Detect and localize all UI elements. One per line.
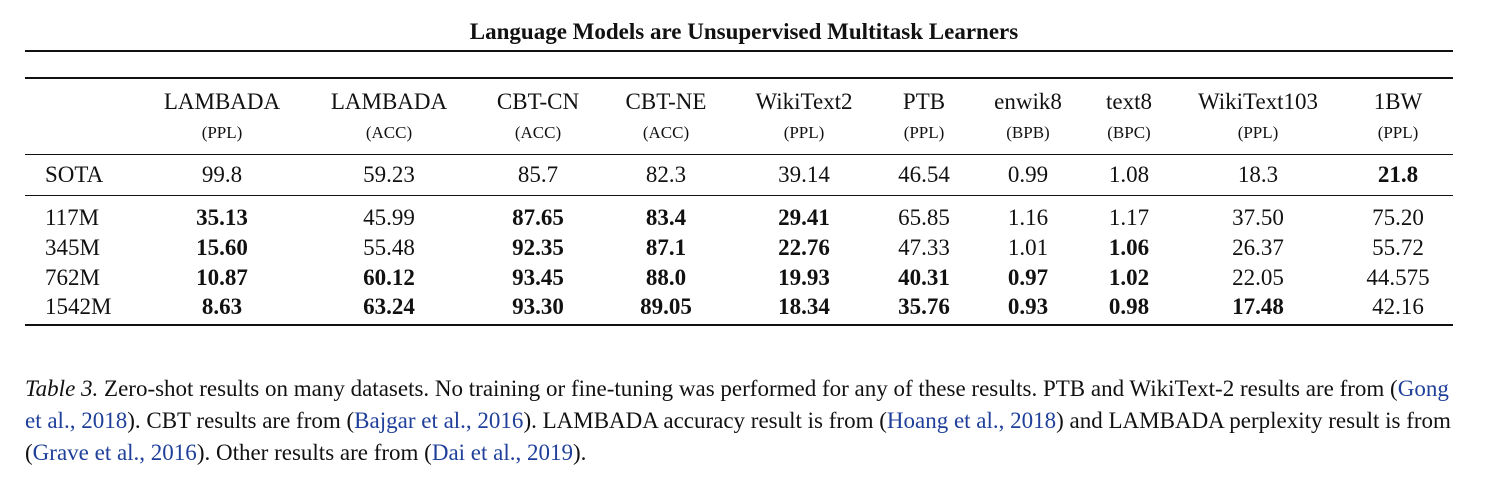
table-cell: 18.34 xyxy=(778,294,830,319)
column-header: text8 xyxy=(1106,89,1152,114)
table-cell: 18.3 xyxy=(1237,162,1279,187)
caption-text: ). Other results are from ( xyxy=(196,440,432,465)
table-cell: 47.33 xyxy=(898,235,950,260)
table-cell: 8.63 xyxy=(201,294,243,319)
table-cell: 0.93 xyxy=(1007,294,1049,319)
running-title: Language Models are Unsupervised Multita… xyxy=(469,19,1019,44)
row-label: 117M xyxy=(45,205,100,230)
table-cell: 29.41 xyxy=(778,205,830,230)
table-bottom-rule xyxy=(25,324,1453,326)
table-cell: 26.37 xyxy=(1232,235,1284,260)
table-cell: 93.45 xyxy=(512,265,564,290)
table-cell: 92.35 xyxy=(512,235,564,260)
table-cell: 15.60 xyxy=(196,235,248,260)
table-cell: 82.3 xyxy=(645,162,687,187)
table-cell: 85.7 xyxy=(517,162,559,187)
table-cell: 93.30 xyxy=(512,294,564,319)
row-label: SOTA xyxy=(45,162,104,187)
column-header: WikiText103 xyxy=(1197,89,1319,114)
column-unit: (ACC) xyxy=(514,123,562,142)
caption-label: Table 3. xyxy=(25,376,99,401)
table-cell: 1.08 xyxy=(1108,162,1150,187)
table-cell: 87.1 xyxy=(645,235,687,260)
table-cell: 55.48 xyxy=(363,235,415,260)
table-cell: 45.99 xyxy=(363,205,415,230)
table-cell: 65.85 xyxy=(898,205,950,230)
table-cell: 63.24 xyxy=(363,294,415,319)
column-header: CBT-NE xyxy=(625,89,707,114)
caption-text: ). xyxy=(573,440,587,465)
table-cell: 22.76 xyxy=(778,235,830,260)
table-cell: 22.05 xyxy=(1232,265,1284,290)
table-cell: 83.4 xyxy=(645,205,687,230)
column-header: CBT-CN xyxy=(496,89,580,114)
table-cell: 1.06 xyxy=(1108,235,1150,260)
table-sota-rule xyxy=(25,195,1453,196)
table-cell: 17.48 xyxy=(1232,294,1284,319)
column-header: WikiText2 xyxy=(755,89,853,114)
row-label: 762M xyxy=(45,265,100,290)
citation-link[interactable]: Hoang et al., 2018 xyxy=(886,408,1057,433)
table-cell: 1.01 xyxy=(1007,235,1049,260)
column-unit: (BPC) xyxy=(1107,123,1151,142)
column-unit: (PPL) xyxy=(1377,123,1419,142)
column-header: 1BW xyxy=(1373,89,1423,114)
table-cell: 37.50 xyxy=(1232,205,1284,230)
table-cell: 44.575 xyxy=(1366,265,1430,290)
table-cell: 88.0 xyxy=(645,265,687,290)
caption-text: ). CBT results are from ( xyxy=(127,408,355,433)
table-cell: 42.16 xyxy=(1372,294,1424,319)
caption-text: ) and LAMBADA perplexity result is from … xyxy=(25,408,1451,465)
column-unit: (PPL) xyxy=(903,123,945,142)
citation-link[interactable]: Dai et al., 2019 xyxy=(431,440,573,465)
table-header-rule xyxy=(25,154,1453,155)
table-cell: 40.31 xyxy=(898,265,950,290)
table-cell: 1.16 xyxy=(1007,205,1049,230)
caption-text: ). LAMBADA accuracy result is from ( xyxy=(523,408,887,433)
column-header: LAMBADA xyxy=(163,89,281,114)
table-cell: 35.76 xyxy=(898,294,950,319)
table-cell: 55.72 xyxy=(1372,235,1424,260)
citation-link[interactable]: Gong et al., 2018 xyxy=(25,376,1449,433)
caption-text: Zero-shot results on many datasets. No t… xyxy=(98,376,1398,401)
column-unit: (PPL) xyxy=(783,123,825,142)
table-cell: 59.23 xyxy=(363,162,415,187)
column-unit: (BPB) xyxy=(1006,123,1050,142)
column-header: PTB xyxy=(902,89,946,114)
table-cell: 0.97 xyxy=(1007,265,1049,290)
column-unit: (ACC) xyxy=(365,123,413,142)
column-unit: (ACC) xyxy=(642,123,690,142)
table-cell: 75.20 xyxy=(1372,205,1424,230)
table-cell: 99.8 xyxy=(201,162,243,187)
row-label: 345M xyxy=(45,235,100,260)
table-cell: 35.13 xyxy=(196,205,248,230)
column-header: LAMBADA xyxy=(330,89,448,114)
column-unit: (PPL) xyxy=(1237,123,1279,142)
table-cell: 0.99 xyxy=(1007,162,1049,187)
column-header: enwik8 xyxy=(994,89,1062,114)
table-top-rule xyxy=(25,77,1453,79)
table-cell: 46.54 xyxy=(898,162,950,187)
header-rule xyxy=(25,50,1453,52)
table-cell: 10.87 xyxy=(196,265,248,290)
table-cell: 89.05 xyxy=(640,294,692,319)
table-cell: 0.98 xyxy=(1108,294,1150,319)
citation-link[interactable]: Grave et al., 2016 xyxy=(32,440,197,465)
row-label: 1542M xyxy=(45,294,112,319)
table-cell: 1.17 xyxy=(1108,205,1150,230)
table-cell: 39.14 xyxy=(778,162,830,187)
column-unit: (PPL) xyxy=(201,123,243,142)
table-cell: 60.12 xyxy=(363,265,415,290)
table-cell: 1.02 xyxy=(1108,265,1150,290)
citation-link[interactable]: Bajgar et al., 2016 xyxy=(354,408,524,433)
table-caption: Table 3. Zero-shot results on many datas… xyxy=(25,373,1465,469)
table-cell: 19.93 xyxy=(778,265,830,290)
table-cell: 87.65 xyxy=(512,205,564,230)
table-cell: 21.8 xyxy=(1377,162,1419,187)
